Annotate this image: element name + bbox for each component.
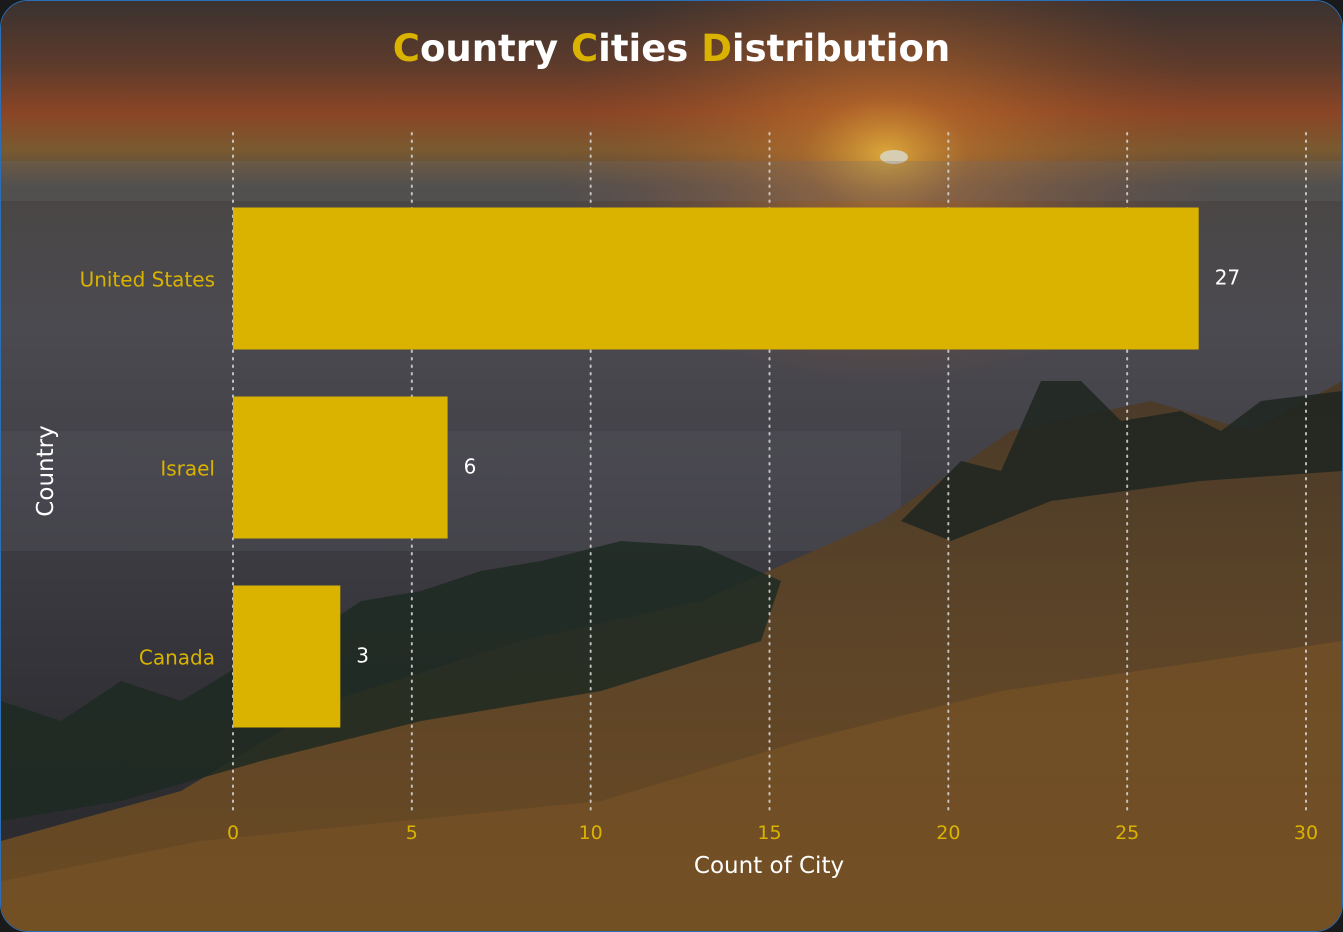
title-word-1: Country (392, 27, 571, 70)
y-axis-title: Country (33, 425, 59, 516)
bar (233, 396, 448, 539)
title-word-2: Cities (570, 27, 702, 70)
x-tick-label: 15 (757, 822, 781, 844)
x-tick-label: 10 (579, 822, 603, 844)
x-tick-label: 30 (1294, 822, 1318, 844)
category-label: Israel (160, 457, 215, 481)
x-tick-label: 0 (227, 822, 239, 844)
category-label: Canada (139, 646, 215, 670)
category-label: United States (80, 268, 215, 292)
title-word-3: Distribution (701, 27, 951, 70)
x-tick-label: 25 (1115, 822, 1139, 844)
x-tick-label: 5 (406, 822, 418, 844)
x-tick-labels: 0 5 10 15 20 25 30 (227, 822, 1318, 844)
bar (233, 585, 341, 728)
bars (233, 207, 1199, 728)
chart-title: Country Cities Distribution (1, 27, 1342, 70)
x-axis-title: Count of City (694, 853, 844, 879)
data-label: 27 (1215, 266, 1240, 290)
x-tick-label: 20 (936, 822, 960, 844)
data-label: 3 (356, 644, 369, 668)
data-labels: 27 6 3 (356, 266, 1240, 668)
category-labels: United States Israel Canada (80, 268, 215, 670)
bar (233, 207, 1199, 350)
data-label: 6 (464, 455, 477, 479)
